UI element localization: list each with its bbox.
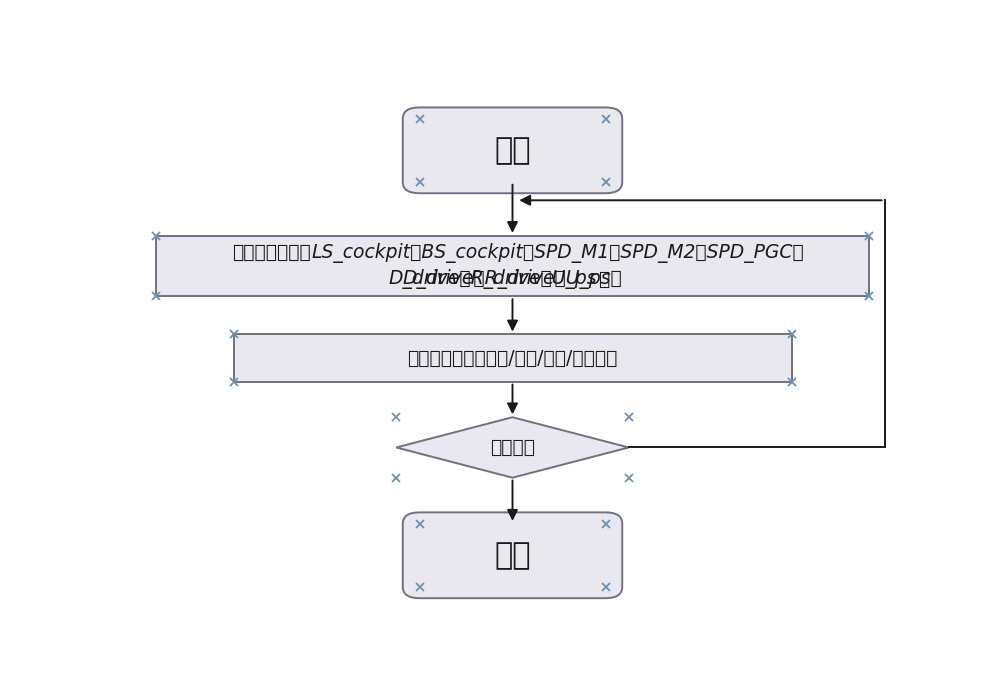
Text: 控制参数输入（: 控制参数输入（ — [232, 243, 311, 262]
FancyBboxPatch shape — [403, 512, 622, 598]
Text: D_drive，R_drive，U_ps: D_drive，R_drive，U_ps — [389, 269, 597, 289]
Text: 行驶模式判断（制动/驱动/滑行/倒车等）: 行驶模式判断（制动/驱动/滑行/倒车等） — [407, 348, 618, 367]
Text: 停车判断: 停车判断 — [490, 438, 535, 457]
Text: 开始: 开始 — [494, 136, 531, 165]
Text: 结束: 结束 — [494, 541, 531, 570]
Polygon shape — [396, 417, 629, 477]
Text: LS_cockpit，BS_cockpit，SPD_M1，SPD_M2，SPD_PGC，: LS_cockpit，BS_cockpit，SPD_M1，SPD_M2，SPD_… — [311, 243, 804, 263]
FancyBboxPatch shape — [403, 107, 622, 193]
Text: ）: ） — [598, 270, 609, 289]
Bar — [156, 236, 869, 296]
Text: D_drive，R_drive，U_ps）: D_drive，R_drive，U_ps） — [403, 269, 622, 289]
Bar — [234, 335, 792, 382]
